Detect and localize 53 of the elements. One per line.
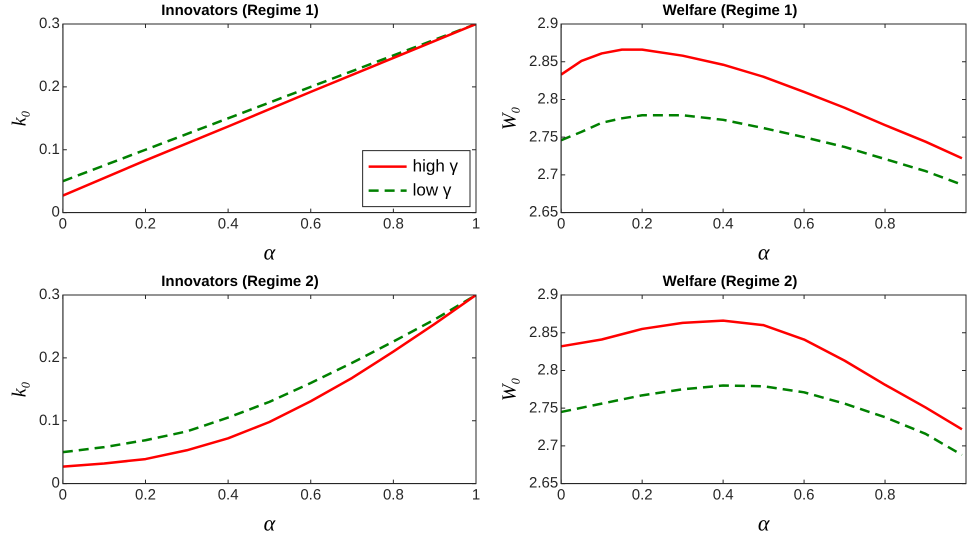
y-tick-label: 2.65: [528, 204, 558, 221]
y-tick-label: 0: [52, 204, 60, 221]
x-tick-label: 0.2: [135, 486, 156, 504]
x-tick-label: 0.8: [382, 216, 404, 233]
y-tick-label: 2.9: [537, 286, 558, 304]
y-tick-label: 0.1: [38, 412, 60, 429]
x-tick-label: 0.6: [300, 486, 322, 504]
x-tick-label: 0.8: [874, 486, 896, 504]
x-axis-title: α: [758, 510, 770, 536]
line-series: [561, 384, 964, 456]
y-tick-label: 2.75: [528, 128, 558, 146]
y-tick-label: 2.85: [528, 324, 558, 341]
y-tick-label: 0.2: [38, 78, 60, 96]
x-tick-label: 0.6: [794, 216, 815, 233]
y-tick-label: 2.7: [537, 166, 558, 184]
x-tick-label: 0.2: [632, 216, 653, 233]
y-axis-title: k₀: [8, 110, 30, 126]
y-tick-label: 0.1: [38, 140, 60, 158]
chart-title: Welfare (Regime 1): [662, 2, 798, 20]
x-tick-label: 1: [472, 486, 480, 504]
y-axis-title: W₀: [498, 377, 520, 402]
x-axis-title: α: [264, 510, 276, 536]
y-tick-label: 2.8: [537, 362, 558, 379]
chart-title: Welfare (Regime 2): [662, 273, 798, 290]
x-tick-label: 1: [472, 216, 480, 233]
x-tick-label: 0.4: [218, 486, 239, 504]
legend-label: low γ: [412, 180, 452, 200]
y-tick-label: 2.75: [528, 399, 558, 416]
y-tick-label: 2.8: [537, 90, 558, 108]
x-tick-label: 0.4: [712, 486, 734, 504]
chart-title: Innovators (Regime 1): [161, 2, 319, 20]
y-tick-label: 2.65: [528, 474, 558, 492]
x-tick-label: 0.2: [135, 216, 156, 233]
y-axis-title: k₀: [8, 381, 30, 398]
x-tick-label: 0.4: [218, 216, 239, 233]
y-tick-label: 0.2: [38, 349, 60, 366]
y-tick-label: 0.3: [38, 15, 60, 32]
x-tick-label: 0.6: [794, 486, 815, 504]
x-tick-label: 0.4: [712, 216, 734, 233]
y-tick-label: 2.9: [537, 15, 558, 32]
x-tick-label: 0.8: [382, 486, 404, 504]
y-tick-label: 0.3: [38, 286, 60, 304]
x-tick-label: 0.2: [632, 486, 653, 504]
x-tick-label: 0.8: [874, 216, 896, 233]
x-axis-title: α: [264, 240, 276, 265]
legend-label: high γ: [412, 156, 458, 176]
y-axis-title: W₀: [498, 106, 520, 130]
x-tick-label: 0.6: [300, 216, 322, 233]
y-tick-label: 2.7: [537, 437, 558, 454]
y-tick-label: 2.85: [528, 52, 558, 70]
y-tick-label: 0: [52, 474, 60, 492]
x-axis-title: α: [758, 240, 770, 265]
chart-title: Innovators (Regime 2): [161, 273, 319, 290]
